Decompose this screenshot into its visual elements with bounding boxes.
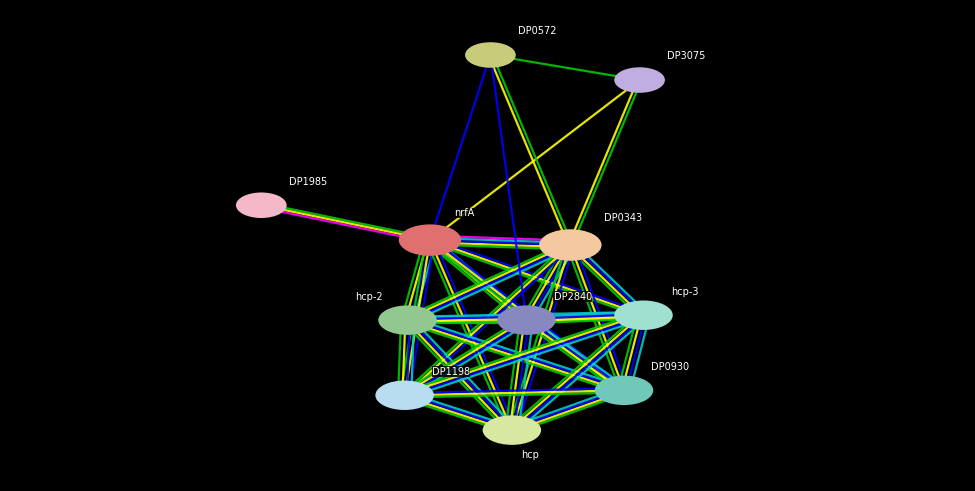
Circle shape xyxy=(465,42,516,68)
Text: DP0572: DP0572 xyxy=(518,27,556,36)
Text: DP2840: DP2840 xyxy=(554,292,592,301)
Text: DP1985: DP1985 xyxy=(289,177,327,187)
Circle shape xyxy=(236,192,287,218)
Text: hcp: hcp xyxy=(522,450,539,460)
Text: DP3075: DP3075 xyxy=(667,52,705,61)
Circle shape xyxy=(595,376,653,405)
Text: DP0930: DP0930 xyxy=(651,362,689,372)
Text: DP0343: DP0343 xyxy=(604,213,642,223)
Circle shape xyxy=(483,415,541,445)
Circle shape xyxy=(614,300,673,330)
Circle shape xyxy=(399,224,461,256)
Circle shape xyxy=(614,67,665,93)
Circle shape xyxy=(497,305,556,335)
Circle shape xyxy=(378,305,437,335)
Text: hcp-2: hcp-2 xyxy=(356,292,383,301)
Circle shape xyxy=(375,381,434,410)
Text: DP1198: DP1198 xyxy=(432,367,470,377)
Circle shape xyxy=(539,229,602,261)
Text: hcp-3: hcp-3 xyxy=(671,287,698,297)
Text: nrfA: nrfA xyxy=(454,208,475,218)
